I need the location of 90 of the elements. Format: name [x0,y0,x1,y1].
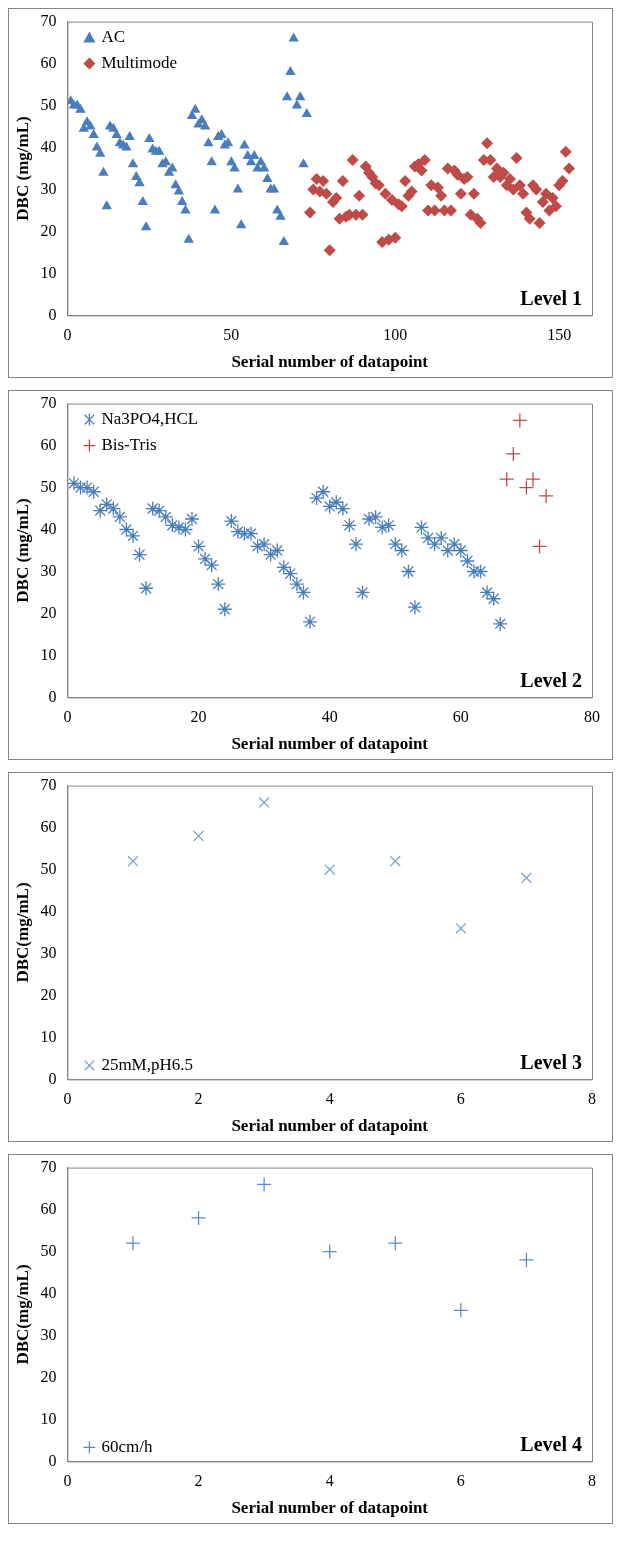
y-tick-label: 50 [40,859,57,877]
point [256,1176,272,1193]
point [520,872,533,884]
legend-label: AC [101,27,126,47]
legend-label: Na3PO4,HCL [101,409,199,429]
x-tick-label: 0 [63,1472,72,1490]
annotation: Level 3 [520,1050,582,1073]
y-tick-label: 0 [48,1069,57,1087]
x-tick-label: 150 [547,326,572,344]
x-tick-label: 0 [63,326,72,344]
y-tick-label: 20 [40,221,57,239]
x-tick-label: 60 [452,708,469,726]
x-tick-label: 100 [383,326,408,344]
y-tick-label: 40 [40,1283,57,1301]
y-tick-label: 50 [40,1241,57,1259]
point [505,446,521,462]
y-tick-label: 20 [40,1367,57,1385]
y-tick-label: 40 [40,519,57,537]
point [453,1302,469,1318]
point [518,1252,535,1268]
x-tick-label: 4 [325,1090,334,1108]
y-tick-label: 0 [48,1451,57,1469]
legend-label: 60cm/h [101,1436,153,1456]
y-axis-title: DBC (mg/mL) [12,116,32,221]
y-tick-label: 10 [40,1409,57,1427]
x-tick-label: 6 [456,1472,465,1490]
point [322,1243,338,1260]
x-tick-label: 8 [588,1090,596,1108]
x-tick-label: 80 [584,708,600,726]
y-tick-label: 20 [40,985,57,1003]
x-tick-label: 40 [321,708,338,726]
y-tick-label: 30 [40,943,57,961]
point [531,538,548,554]
y-axis-title: DBC (mg/mL) [12,498,32,603]
annotation: Level 2 [520,668,582,691]
y-tick-label: 70 [40,1157,57,1175]
y-tick-label: 60 [40,435,57,453]
y-tick-label: 0 [48,305,57,323]
y-axis-title: DBC(mg/mL) [12,882,32,983]
x-tick-label: 4 [325,1472,334,1490]
y-tick-label: 50 [40,477,57,495]
y-tick-label: 10 [40,645,57,663]
legend-label: Bis-Tris [101,435,157,455]
point [455,922,467,934]
point [258,796,270,808]
y-tick-label: 50 [40,95,57,113]
y-tick-label: 0 [48,687,57,705]
y-tick-label: 10 [40,263,57,281]
point [525,471,541,487]
x-axis-title: Serial number of datapoint [231,734,429,754]
y-tick-label: 70 [40,11,57,29]
point [387,1235,403,1251]
y-axis-title: DBC(mg/mL) [12,1264,32,1365]
y-tick-label: 20 [40,603,57,621]
y-tick-label: 30 [40,179,57,197]
point [127,855,139,867]
x-tick-label: 2 [194,1472,203,1490]
point [499,471,515,487]
y-tick-label: 60 [40,53,57,71]
y-tick-label: 40 [40,137,57,155]
x-tick-label: 20 [190,708,207,726]
point [324,863,336,876]
point [512,412,528,429]
point [389,855,401,867]
point [125,1235,141,1251]
x-tick-label: 6 [456,1090,465,1108]
x-axis-title: Serial number of datapoint [231,1116,429,1136]
x-tick-label: 50 [223,326,240,344]
point [190,1210,207,1226]
annotation: Level 1 [520,286,582,309]
x-tick-label: 2 [194,1090,203,1108]
legend-label: Multimode [101,53,177,73]
x-tick-label: 8 [588,1472,596,1490]
x-axis-title: Serial number of datapoint [231,1498,429,1518]
y-tick-label: 60 [40,817,57,835]
y-tick-label: 70 [40,393,57,411]
point [538,488,554,504]
legend-label: 25mM,pH6.5 [101,1054,194,1074]
y-tick-label: 10 [40,1027,57,1045]
y-tick-label: 30 [40,1325,57,1343]
x-tick-label: 0 [63,708,72,726]
x-tick-label: 0 [63,1090,72,1108]
y-tick-label: 60 [40,1199,57,1217]
point [192,830,205,842]
x-axis-title: Serial number of datapoint [231,352,429,372]
point [518,479,535,496]
y-tick-label: 30 [40,561,57,579]
y-tick-label: 40 [40,901,57,919]
y-tick-label: 70 [40,775,57,793]
annotation: Level 4 [520,1432,582,1455]
